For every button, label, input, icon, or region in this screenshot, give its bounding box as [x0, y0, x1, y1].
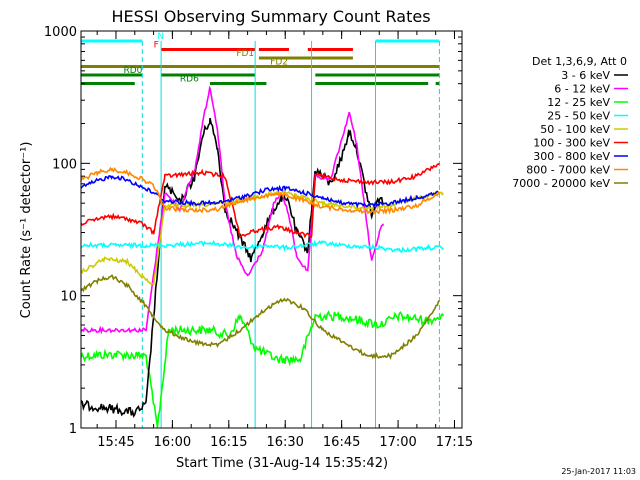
- legend-label: 6 - 12 keV: [554, 83, 610, 96]
- legend-label: 100 - 300 keV: [533, 137, 610, 150]
- status-bar-label: FD1: [236, 49, 254, 59]
- status-bar-label: RD6: [180, 75, 199, 85]
- series-line: [80, 85, 384, 335]
- legend-label: 800 - 7000 keV: [526, 164, 610, 177]
- legend-label: 25 - 50 keV: [547, 110, 610, 123]
- status-bar-label: FD2: [270, 58, 288, 68]
- time-markers-layer: [141, 41, 440, 428]
- plot-frame: [80, 30, 463, 429]
- series-line: [80, 162, 440, 239]
- x-tick-label: 17:00: [379, 435, 416, 450]
- footer-date: 25-Jan-2017 11:03: [561, 467, 636, 476]
- legend-label: 7000 - 20000 keV: [512, 177, 610, 190]
- x-axis-label: Start Time (31-Aug-14 15:35:42): [176, 456, 388, 471]
- y-tick-label: 100: [52, 157, 77, 172]
- series-line: [80, 166, 440, 216]
- x-tick-label: 16:45: [323, 435, 360, 450]
- y-axis: 1 10 100 1000: [44, 25, 462, 437]
- status-bar-label: N: [157, 32, 164, 42]
- chart-title: HESSI Observing Summary Count Rates: [111, 7, 430, 26]
- series-line: [80, 239, 444, 253]
- series-line: [80, 310, 444, 428]
- x-tick-label: 16:00: [154, 435, 191, 450]
- legend-label: 3 - 6 keV: [561, 69, 610, 82]
- status-bar-label: F: [154, 41, 159, 51]
- legend-label: 12 - 25 keV: [547, 96, 610, 109]
- x-tick-label: 16:30: [266, 435, 303, 450]
- series-line: [80, 274, 440, 360]
- y-tick-label: 1000: [44, 25, 77, 40]
- series-line: [80, 117, 384, 419]
- x-tick-label: 15:45: [97, 435, 134, 450]
- series-layer: [80, 85, 444, 428]
- status-bar-label: RD0: [124, 66, 143, 76]
- legend-label: 50 - 100 keV: [540, 123, 610, 136]
- x-tick-label: 17:15: [436, 435, 473, 450]
- status-bars-layer: NF FD1 FD2 RD0 RD6: [81, 32, 440, 85]
- x-axis: 15:45 16:00 16:15 16:30 16:45 17:00 17:15: [96, 31, 473, 450]
- y-tick-label: 10: [60, 290, 77, 305]
- legend-label: 300 - 800 keV: [533, 150, 610, 163]
- x-tick-label: 16:15: [210, 435, 247, 450]
- legend-title: Det 1,3,6,9, Att 0: [532, 55, 627, 68]
- y-axis-label: Count Rate (s⁻¹ detector⁻¹): [19, 142, 34, 319]
- series-line: [80, 174, 440, 209]
- y-tick-label: 1: [69, 422, 77, 437]
